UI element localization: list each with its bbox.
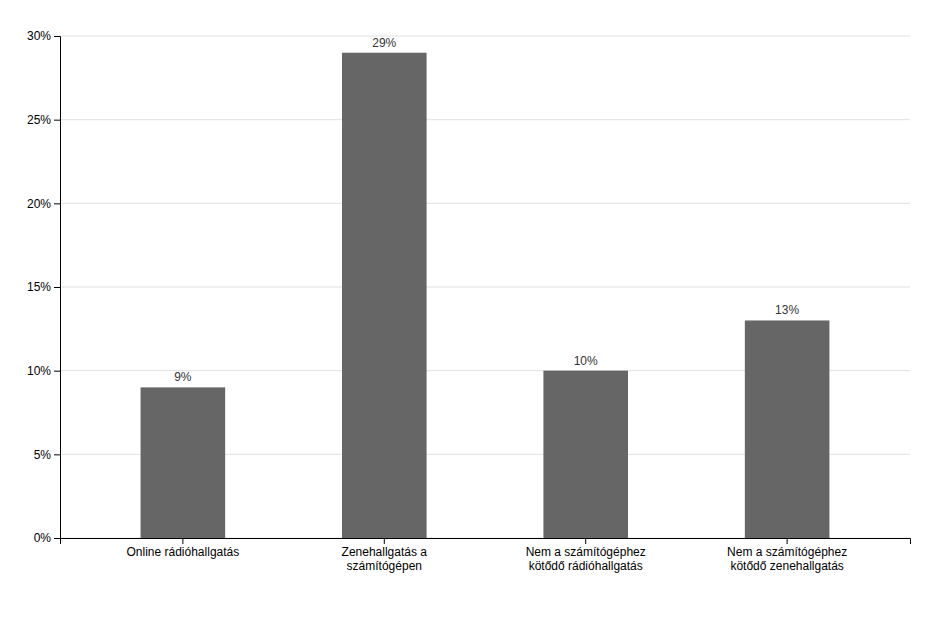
x-tick-label-line: Nem a számítógéphez [727,545,847,559]
bar [543,371,628,538]
x-tick-label-line: Online rádióhallgatás [126,545,239,559]
grid-line [60,203,910,204]
y-tick-label: 5% [34,448,52,462]
grid-line [60,119,910,120]
y-tick-label: 15% [27,280,51,294]
x-axis-line [61,539,911,545]
y-tick: 25% [27,113,60,127]
chart: 0% 5% 10% 15% 20% 25% 30% Online rádióhallgatás… [0,0,934,618]
x-tick-label: Zenehallgatás aszámítógépen [342,545,428,573]
y-tick-mark [54,538,60,539]
y-tick-mark [54,371,60,372]
y-axis: 0% 5% 10% 15% 20% 25% 30% [27,29,61,545]
x-tick-label-line: számítógépen [347,559,422,573]
bar [342,53,427,538]
y-tick: 5% [34,448,60,462]
data-label: 10% [574,354,598,368]
x-tick: Online rádióhallgatás [126,538,239,559]
x-tick: Nem a számítógéphezkötődő rádióhallgatás [526,538,646,573]
grid-line [60,287,910,288]
x-tick-label: Nem a számítógéphezkötődő rádióhallgatás [526,545,646,573]
y-tick: 10% [27,364,60,378]
plot: 0% 5% 10% 15% 20% 25% 30% Online rádióhallgatás… [27,29,911,573]
x-tick: Zenehallgatás aszámítógépen [342,538,428,573]
y-tick-label: 20% [27,197,51,211]
y-tick: 30% [27,29,60,43]
x-tick-mark [384,538,385,544]
x-tick-mark [787,538,788,544]
y-tick: 0% [34,531,60,545]
data-label: 13% [775,303,799,317]
bar [141,387,226,538]
y-tick-mark [54,120,60,121]
y-axis-line [54,37,61,539]
x-tick-label-line: Zenehallgatás a [342,545,428,559]
x-tick-label-line: kötődő zenehallgatás [730,559,843,573]
y-tick-mark [54,203,60,204]
x-tick: Nem a számítógéphezkötődő zenehallgatás [727,538,847,573]
x-axis: Online rádióhallgatás Zenehallgatás aszám… [61,538,911,573]
data-labels: 9% 29% 10% 13% [174,36,799,385]
x-tick-label-line: kötődő rádióhallgatás [529,559,643,573]
x-tick-label: Online rádióhallgatás [126,545,239,559]
y-tick: 15% [27,280,60,294]
y-tick-label: 10% [27,364,51,378]
x-tick-label-line: Nem a számítógéphez [526,545,646,559]
y-tick-label: 0% [34,531,52,545]
y-tick-mark [54,36,60,37]
data-label: 9% [174,370,192,384]
x-tick-mark [182,538,183,544]
y-tick-mark [54,454,60,455]
bars [141,53,830,538]
y-tick-label: 25% [27,113,51,127]
y-tick-mark [54,287,60,288]
y-tick-label: 30% [27,29,51,43]
grid-line [60,36,910,37]
y-tick: 20% [27,197,60,211]
grid [60,36,910,538]
data-label: 29% [372,36,396,50]
x-tick-mark [585,538,586,544]
bar [745,320,830,538]
x-tick-label: Nem a számítógéphezkötődő zenehallgatás [727,545,847,573]
